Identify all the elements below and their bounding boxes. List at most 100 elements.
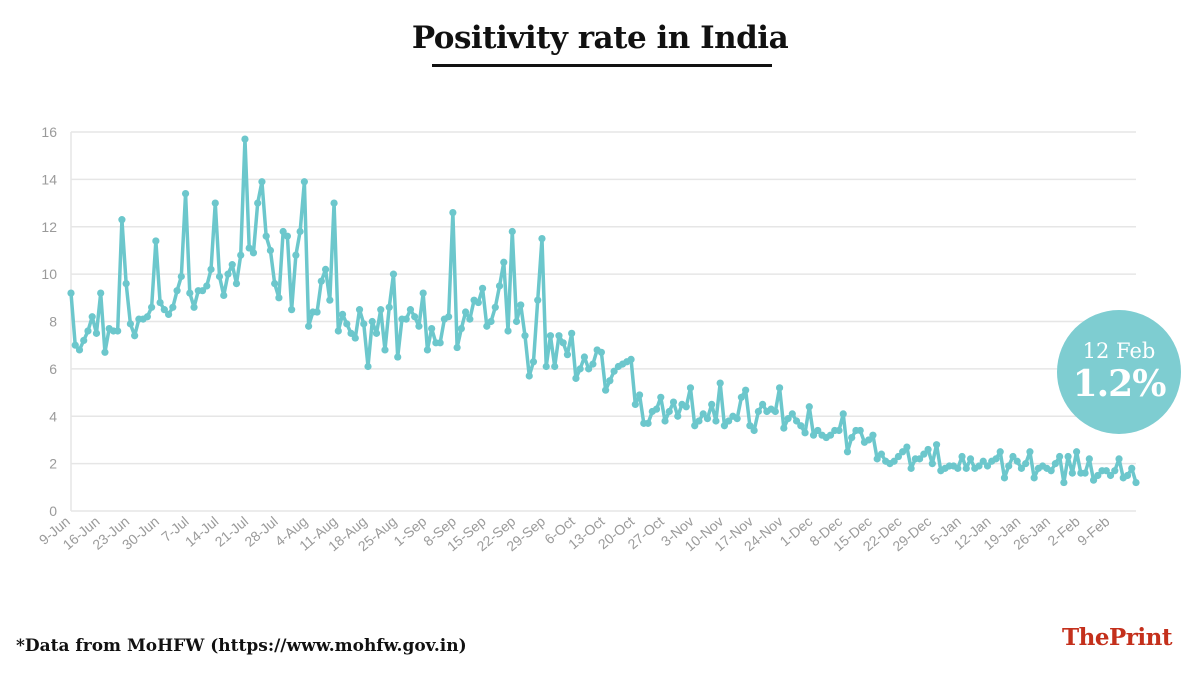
data-point	[118, 216, 126, 224]
data-point	[809, 431, 818, 439]
data-point	[814, 426, 822, 435]
data-point	[245, 244, 253, 252]
data-point	[283, 232, 291, 240]
data-point	[877, 450, 886, 458]
data-point	[1026, 448, 1034, 456]
data-point	[1106, 471, 1115, 480]
data-point	[1013, 457, 1021, 465]
data-point	[839, 410, 847, 418]
y-tick-label: 4	[49, 408, 57, 424]
data-point	[271, 280, 279, 288]
data-point	[894, 452, 902, 461]
data-point	[249, 249, 258, 257]
chart-title: Positivity rate in India	[411, 20, 789, 56]
data-point	[1022, 460, 1030, 468]
data-point	[746, 422, 754, 430]
data-point	[712, 417, 720, 425]
data-point	[258, 178, 266, 186]
data-point	[101, 348, 109, 356]
data-point	[805, 403, 813, 411]
data-point	[220, 291, 228, 300]
data-point	[491, 303, 499, 311]
data-point	[873, 455, 881, 463]
y-tick-label: 8	[49, 314, 57, 330]
data-point	[368, 317, 376, 326]
data-point	[1009, 452, 1017, 461]
data-point	[627, 355, 635, 363]
data-point	[423, 346, 432, 354]
data-point	[402, 315, 410, 323]
data-point	[792, 417, 801, 425]
data-point	[148, 303, 156, 311]
grid-lines	[70, 131, 1136, 512]
data-point	[843, 448, 852, 456]
x-tick-label: 2-Feb	[1044, 513, 1082, 549]
data-point	[525, 372, 533, 380]
data-point	[720, 422, 729, 430]
data-point	[215, 272, 224, 281]
data-point	[343, 320, 351, 328]
data-point	[207, 265, 215, 273]
data-point	[279, 227, 287, 236]
data-point	[164, 310, 173, 318]
data-point	[916, 455, 924, 463]
data-point	[784, 415, 792, 423]
data-point	[292, 251, 300, 259]
data-point	[534, 296, 542, 304]
data-point	[288, 306, 296, 314]
data-point	[826, 431, 835, 439]
data-point	[75, 346, 84, 354]
data-point	[122, 280, 130, 288]
data-point	[1056, 452, 1064, 461]
data-point	[211, 199, 219, 207]
data-point	[788, 410, 796, 418]
data-point	[780, 424, 788, 432]
data-point	[321, 265, 330, 273]
data-point	[924, 445, 932, 454]
data-points	[67, 135, 1140, 487]
data-point	[1102, 467, 1110, 475]
data-point	[585, 365, 593, 373]
y-tick-label: 2	[49, 456, 57, 472]
data-point	[775, 384, 784, 392]
data-point	[644, 419, 652, 427]
data-point	[725, 417, 733, 425]
data-point	[224, 270, 232, 278]
data-point	[241, 135, 249, 143]
data-point	[703, 415, 712, 423]
data-point	[521, 332, 529, 340]
data-point	[869, 431, 877, 439]
data-point	[504, 327, 512, 335]
data-point	[1132, 478, 1140, 487]
data-point	[394, 353, 402, 361]
data-point	[652, 405, 661, 413]
data-point	[232, 280, 241, 288]
data-point	[326, 296, 334, 304]
data-point	[84, 327, 92, 335]
x-tick-label: 1-Dec	[777, 513, 816, 549]
data-point	[1089, 476, 1098, 484]
data-point	[351, 334, 359, 342]
data-point	[198, 287, 207, 295]
data-point	[1051, 460, 1059, 468]
data-point	[890, 457, 898, 465]
data-point	[856, 426, 864, 435]
data-point	[716, 379, 724, 387]
data-point	[958, 452, 966, 461]
data-point	[131, 332, 139, 340]
data-point	[500, 258, 508, 266]
data-point	[580, 353, 589, 361]
data-point	[97, 289, 105, 297]
data-point	[1068, 469, 1076, 477]
data-point	[1081, 469, 1089, 477]
data-point	[975, 462, 983, 470]
data-point	[173, 287, 181, 295]
data-point	[1000, 474, 1009, 482]
data-point	[364, 362, 372, 371]
data-point	[372, 329, 381, 337]
data-point	[865, 436, 873, 444]
data-point	[478, 284, 487, 292]
data-point	[377, 306, 385, 314]
data-point	[152, 237, 160, 245]
